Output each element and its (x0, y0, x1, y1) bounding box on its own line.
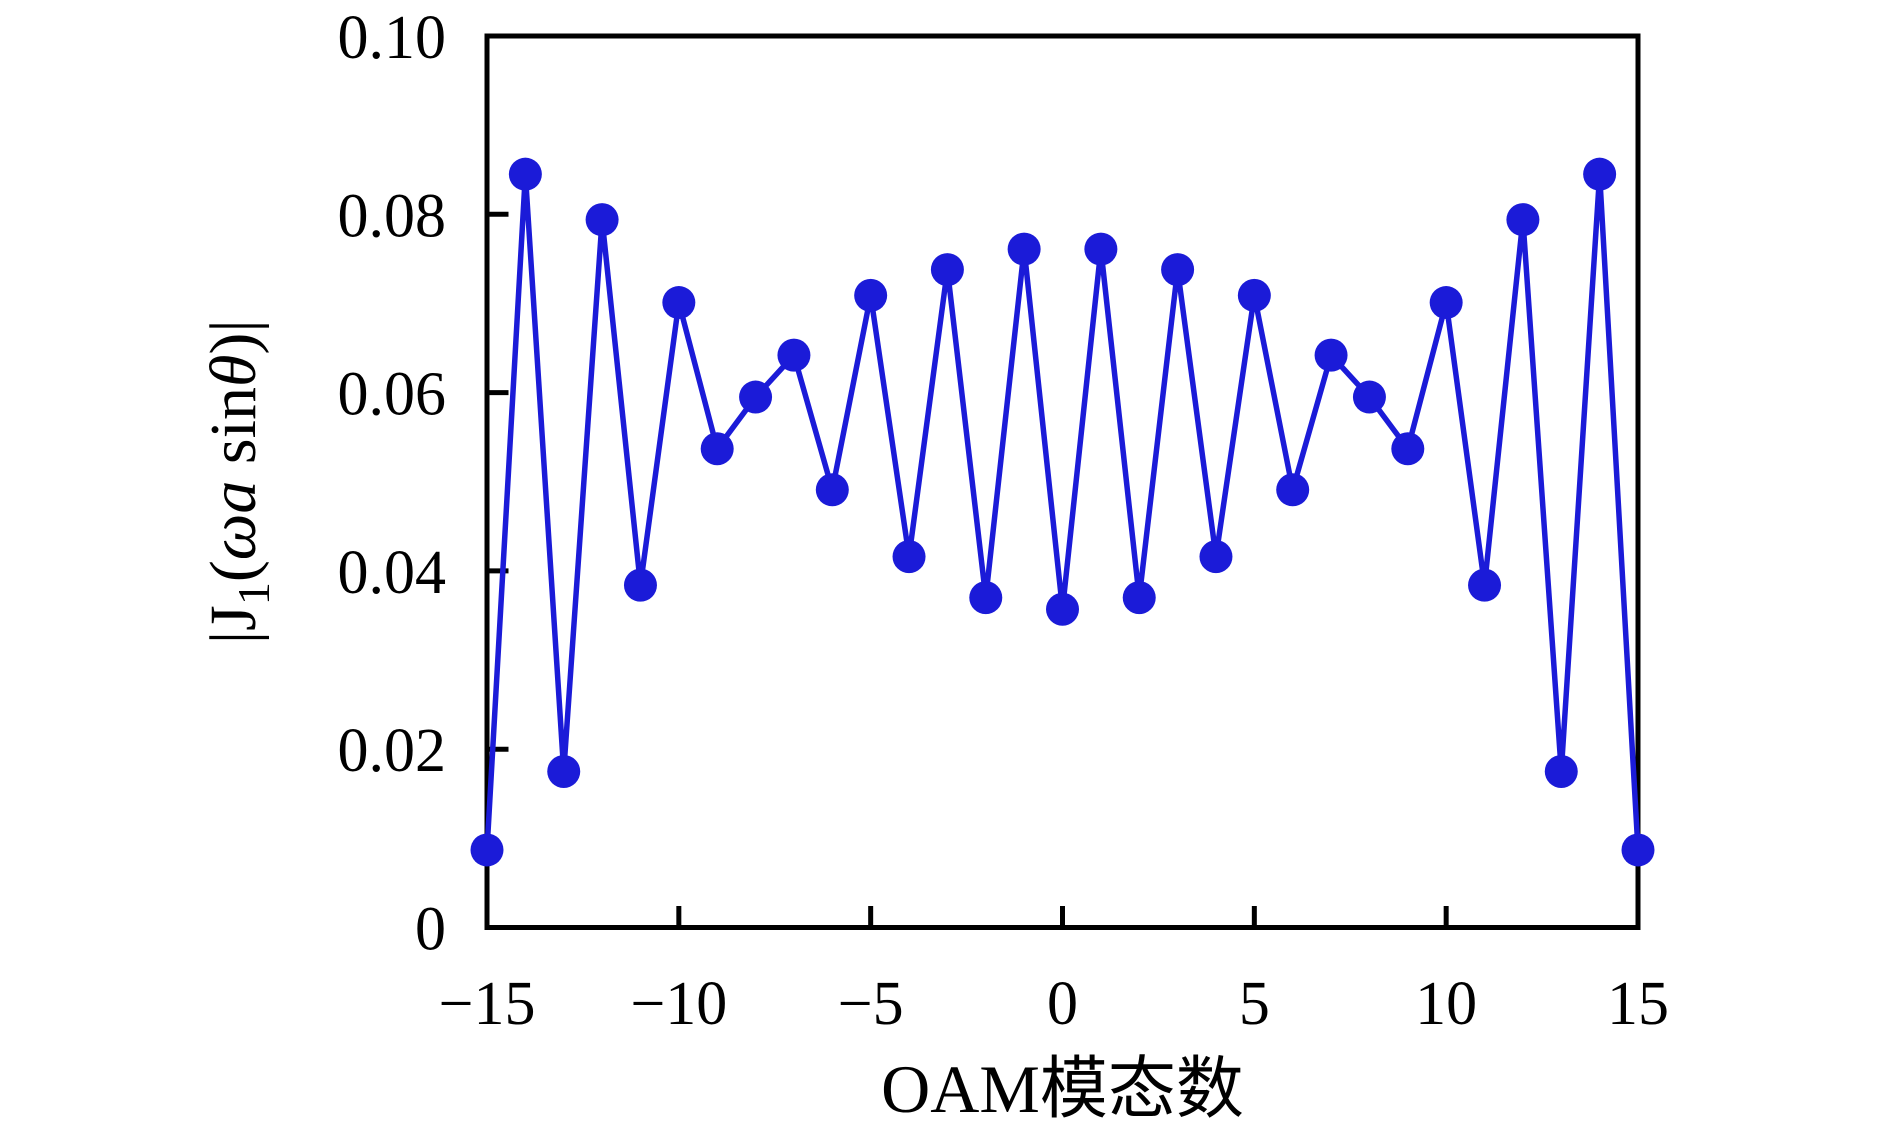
x-tick-label: −15 (439, 970, 536, 1038)
x-tick-label: 0 (1047, 970, 1078, 1038)
data-point (1161, 253, 1195, 287)
y-tick-label: 0.02 (338, 717, 447, 785)
data-point (1429, 286, 1463, 320)
data-point (1199, 540, 1233, 574)
data-point (1046, 592, 1079, 626)
x-tick-label: 10 (1415, 970, 1477, 1038)
data-point (1506, 203, 1540, 237)
data-point (700, 432, 734, 466)
data-point (470, 833, 504, 867)
series-line (484, 171, 1641, 851)
data-point (1352, 380, 1386, 414)
data-point (623, 568, 657, 602)
data-point (547, 754, 581, 788)
data-point (1084, 232, 1118, 266)
data-point (1314, 338, 1348, 372)
y-tick-label: 0.04 (338, 539, 447, 607)
y-tick-label: 0 (415, 896, 446, 964)
data-point (1276, 473, 1310, 507)
data-point (969, 581, 1003, 615)
data-point (1237, 278, 1271, 312)
data-point (1468, 568, 1502, 602)
data-point (892, 540, 926, 574)
data-point (777, 338, 811, 372)
x-tick-label: −5 (838, 970, 904, 1038)
data-point (739, 380, 773, 414)
data-point (1621, 833, 1655, 867)
data-point (1007, 232, 1041, 266)
data-point (854, 278, 888, 312)
data-point (1544, 754, 1578, 788)
y-tick-label: 0.06 (338, 361, 447, 429)
data-point (662, 286, 696, 320)
plot-box (484, 33, 1641, 930)
y-tick-label: 0.10 (338, 4, 447, 72)
x-tick-label: −10 (630, 970, 727, 1038)
data-point (930, 253, 964, 287)
y-tick-label: 0.08 (338, 182, 447, 250)
data-point (1391, 432, 1425, 466)
y-axis-title: |J1(ωa sinθ)| (197, 319, 279, 644)
data-point (1122, 581, 1156, 615)
x-tick-label: 15 (1607, 970, 1669, 1038)
x-tick-label: 5 (1239, 970, 1270, 1038)
data-point (1583, 157, 1617, 191)
data-point (508, 157, 542, 191)
data-point (585, 203, 619, 237)
x-axis-title: OAM模态数 (881, 1051, 1244, 1127)
data-point (815, 473, 849, 507)
